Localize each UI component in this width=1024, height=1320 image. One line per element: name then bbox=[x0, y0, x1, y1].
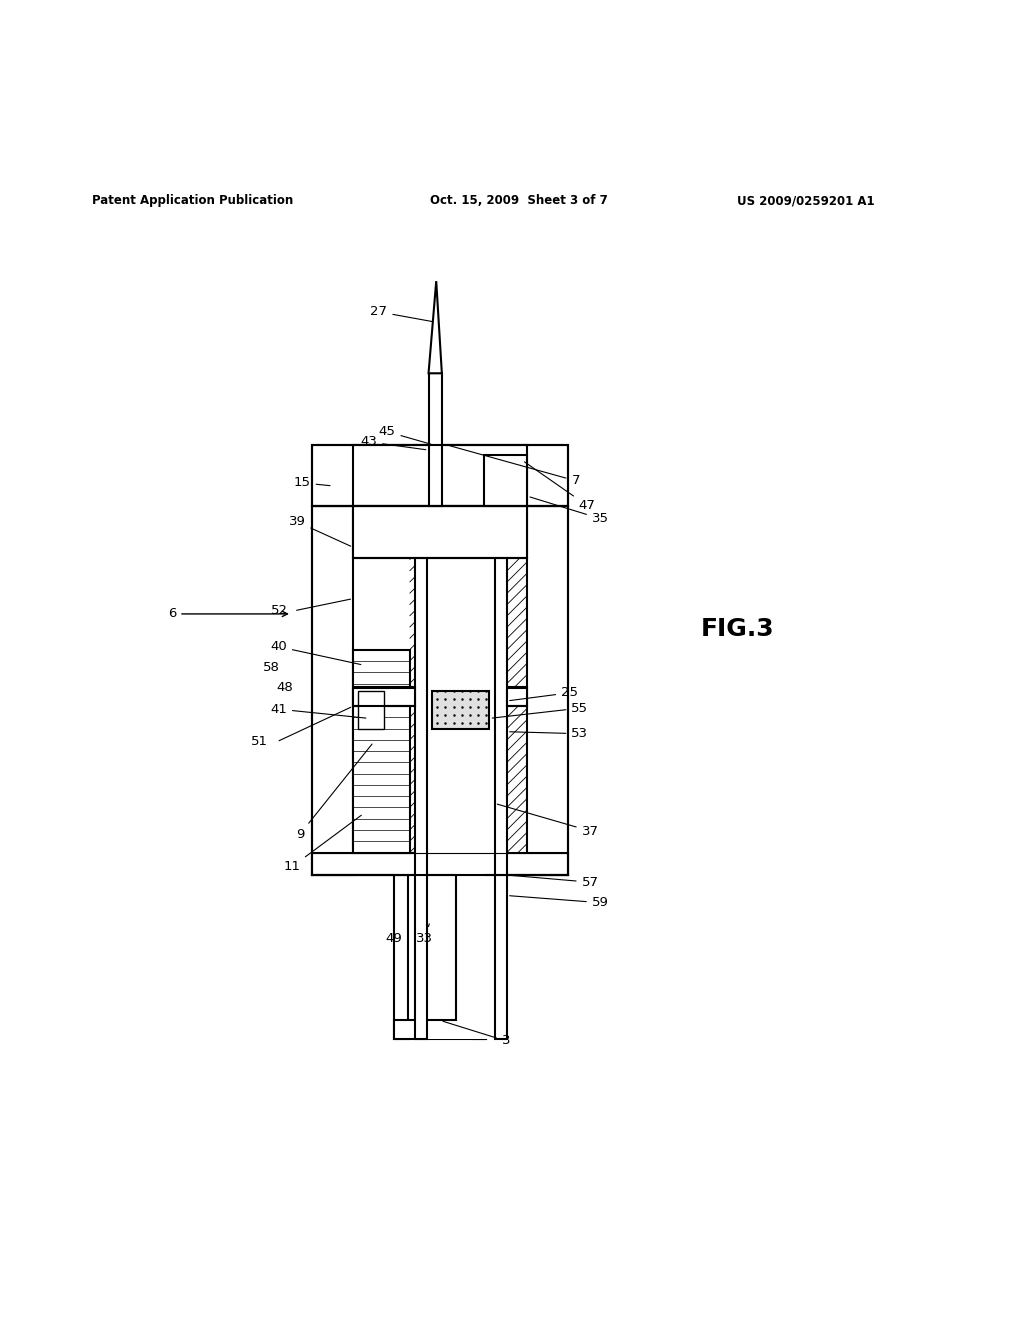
Bar bbox=[427, 507, 495, 1039]
Text: 37: 37 bbox=[498, 804, 599, 837]
Text: 40: 40 bbox=[270, 640, 360, 664]
Text: Oct. 15, 2009  Sheet 3 of 7: Oct. 15, 2009 Sheet 3 of 7 bbox=[430, 194, 608, 207]
Bar bbox=[394, 875, 408, 1039]
Text: 35: 35 bbox=[530, 496, 609, 525]
Bar bbox=[473, 875, 486, 1039]
Text: 48: 48 bbox=[276, 681, 293, 694]
Text: 27: 27 bbox=[371, 305, 432, 322]
Text: 11: 11 bbox=[284, 816, 361, 874]
Bar bbox=[353, 445, 527, 507]
Bar bbox=[353, 649, 410, 853]
Text: 3: 3 bbox=[443, 1022, 510, 1048]
Text: 55: 55 bbox=[493, 702, 589, 718]
Bar bbox=[527, 507, 568, 875]
Bar bbox=[353, 507, 415, 853]
Bar bbox=[507, 507, 527, 853]
Text: 25: 25 bbox=[510, 686, 579, 701]
Text: 57: 57 bbox=[510, 875, 599, 888]
Text: 33: 33 bbox=[417, 924, 433, 945]
Text: 39: 39 bbox=[289, 515, 351, 546]
Bar bbox=[312, 507, 568, 875]
Bar bbox=[484, 455, 527, 507]
Text: 15: 15 bbox=[294, 477, 330, 490]
Text: 43: 43 bbox=[360, 436, 426, 450]
Text: 47: 47 bbox=[524, 462, 595, 512]
Text: 41: 41 bbox=[270, 702, 366, 718]
Bar bbox=[353, 507, 527, 557]
Text: Patent Application Publication: Patent Application Publication bbox=[92, 194, 294, 207]
Polygon shape bbox=[428, 281, 442, 374]
Bar bbox=[312, 445, 568, 507]
Text: 7: 7 bbox=[450, 446, 580, 487]
Text: 6: 6 bbox=[168, 607, 288, 620]
Text: 52: 52 bbox=[271, 605, 288, 618]
Text: 45: 45 bbox=[379, 425, 431, 445]
Text: 49: 49 bbox=[386, 932, 402, 945]
Text: 53: 53 bbox=[510, 727, 589, 741]
Text: 58: 58 bbox=[263, 661, 280, 673]
Bar bbox=[312, 853, 568, 875]
Bar bbox=[394, 1020, 486, 1039]
Text: FIG.3: FIG.3 bbox=[700, 618, 774, 642]
Bar bbox=[358, 690, 384, 729]
Bar bbox=[432, 690, 489, 729]
Bar bbox=[312, 445, 568, 507]
Bar bbox=[415, 507, 427, 1039]
Text: 51: 51 bbox=[251, 735, 267, 748]
Text: 9: 9 bbox=[296, 744, 372, 841]
Bar bbox=[507, 688, 527, 706]
Bar bbox=[353, 688, 415, 706]
Text: 59: 59 bbox=[510, 896, 608, 909]
Bar bbox=[495, 507, 507, 1039]
Bar bbox=[312, 507, 353, 875]
Bar bbox=[425, 875, 456, 1020]
Bar bbox=[428, 374, 442, 507]
Text: US 2009/0259201 A1: US 2009/0259201 A1 bbox=[737, 194, 874, 207]
